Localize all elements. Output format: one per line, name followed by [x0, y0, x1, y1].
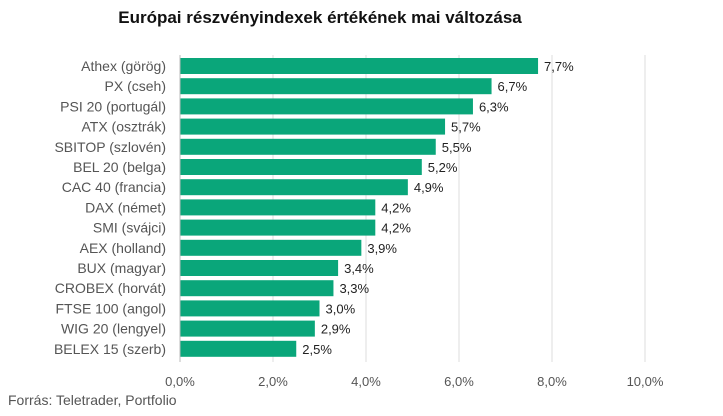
bar — [180, 219, 376, 236]
y-tick-label: CAC 40 (francia) — [62, 179, 166, 195]
x-tick-label: 0,0% — [165, 374, 195, 389]
y-tick-label: ATX (osztrák) — [81, 119, 166, 135]
data-label: 4,9% — [414, 180, 444, 195]
data-label: 2,5% — [302, 342, 332, 357]
bar — [180, 118, 446, 135]
data-label: 6,3% — [479, 99, 509, 114]
bar — [180, 239, 362, 256]
data-label: 5,7% — [451, 120, 481, 135]
data-label: 6,7% — [498, 79, 528, 94]
x-tick-label: 2,0% — [258, 374, 288, 389]
bar — [180, 260, 339, 276]
source-note: Forrás: Teletrader, Portfolio — [8, 392, 177, 408]
y-tick-label: DAX (német) — [85, 199, 166, 215]
bar — [180, 179, 408, 196]
x-tick-label: 8,0% — [537, 374, 567, 389]
bar — [180, 159, 422, 175]
y-tick-label: SMI (svájci) — [93, 220, 166, 236]
y-tick-label: CROBEX (horvát) — [55, 280, 166, 296]
data-label: 4,2% — [381, 221, 411, 236]
bar — [180, 78, 492, 95]
data-label: 5,2% — [428, 160, 458, 175]
x-tick-label: 10,0% — [627, 374, 664, 389]
bar — [180, 199, 376, 216]
bar — [180, 300, 320, 317]
bar — [180, 138, 436, 155]
data-label: 3,4% — [344, 261, 374, 276]
bar — [180, 280, 334, 297]
bar — [180, 340, 297, 357]
y-tick-label: SBITOP (szlovén) — [54, 139, 166, 155]
y-tick-label: AEX (holland) — [80, 240, 166, 256]
x-tick-label: 4,0% — [351, 374, 381, 389]
y-tick-label: Athex (görög) — [81, 58, 166, 74]
bar — [180, 320, 315, 337]
y-tick-label: PSI 20 (portugál) — [60, 98, 166, 114]
data-label: 3,3% — [339, 281, 369, 296]
chart-title: Európai részvényindexek értékének mai vá… — [118, 8, 522, 27]
y-tick-label: BEL 20 (belga) — [73, 159, 166, 175]
y-tick-label: FTSE 100 (angol) — [56, 300, 167, 316]
bar — [180, 98, 473, 115]
y-tick-label: BELEX 15 (szerb) — [54, 341, 166, 357]
data-label: 3,9% — [367, 241, 397, 256]
data-label: 3,0% — [326, 301, 356, 316]
y-tick-label: PX (cseh) — [105, 78, 166, 94]
y-tick-label: BUX (magyar) — [77, 260, 166, 276]
data-label: 7,7% — [544, 59, 574, 74]
data-label: 4,2% — [381, 200, 411, 215]
data-label: 5,5% — [442, 140, 472, 155]
data-label: 2,9% — [321, 322, 351, 337]
y-tick-label: WIG 20 (lengyel) — [61, 321, 166, 337]
bar — [180, 58, 539, 74]
x-tick-label: 6,0% — [444, 374, 474, 389]
